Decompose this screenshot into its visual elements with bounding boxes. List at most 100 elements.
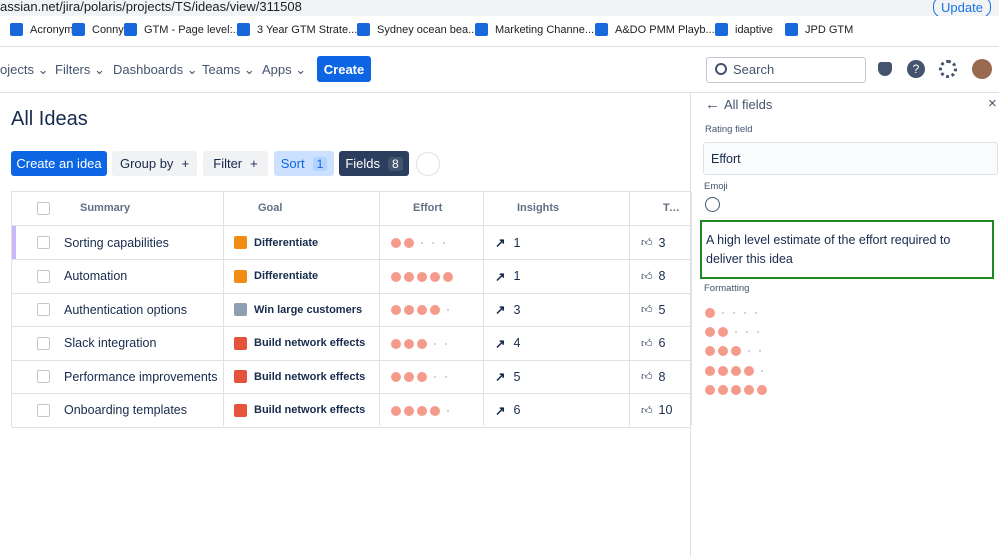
checkbox[interactable] [37, 403, 50, 417]
rating-dot [718, 346, 728, 357]
nav-item[interactable]: Dashboards ⌄ [113, 62, 198, 77]
rating-dot [417, 372, 427, 383]
help[interactable]: ? [907, 60, 925, 78]
insights-cell: ↗ 4 [495, 327, 520, 360]
group-by-label: Group by [119, 156, 174, 171]
rating [391, 403, 454, 417]
goal-label: Build network effects [254, 337, 366, 349]
sort[interactable]: Sort 1 [274, 151, 334, 176]
rating-dot [417, 305, 427, 316]
group-by[interactable]: Group by + [112, 151, 197, 176]
insights-count: 5 [513, 369, 521, 384]
auto-sort[interactable] [416, 152, 440, 176]
bookmark[interactable]: 3 Year GTM Strate... [237, 23, 357, 36]
bookmark-label: GTM - Page level:... [144, 23, 242, 36]
column-header[interactable]: Insights [517, 202, 560, 214]
rating-empty [759, 350, 761, 353]
summary[interactable]: Authentication options [64, 302, 188, 317]
goal[interactable]: Build network effects [234, 360, 365, 393]
rating-empty [761, 369, 763, 372]
effort-cell [391, 360, 452, 393]
nav-item[interactable]: Teams ⌄ [202, 62, 255, 77]
summary[interactable]: Automation [64, 269, 128, 283]
header-row [12, 192, 691, 226]
notifications[interactable] [878, 62, 892, 76]
team-count: 3 [658, 235, 666, 250]
goal[interactable]: Differentiate [234, 226, 318, 259]
field-panel: All fields ← × Rating field Effort Emoji… [690, 92, 999, 557]
summary[interactable]: Onboarding templates [64, 403, 187, 417]
rating-dot [417, 338, 427, 349]
thumb-icon: 👍︎ [641, 237, 653, 249]
insights-count: 4 [513, 336, 521, 350]
insights-cell: ↗ 3 [495, 293, 520, 326]
nav-item[interactable]: Filters ⌄ [55, 62, 105, 77]
goal[interactable]: Win large customers [234, 293, 362, 326]
thumb-icon: 👍︎ [641, 337, 653, 350]
back-link[interactable]: All fields [724, 97, 773, 112]
address-bar [0, 0, 999, 16]
rating [705, 343, 766, 361]
rating-dot [718, 365, 728, 376]
rating [391, 236, 450, 250]
field-description[interactable]: A high level estimate of the effort requ… [700, 220, 994, 279]
bookmark[interactable]: GTM - Page level:... [124, 23, 242, 36]
rating-empty [757, 331, 759, 334]
nav-item[interactable]: Apps ⌄ [262, 62, 307, 77]
create-button[interactable]: Create [317, 56, 371, 82]
rating-dot [391, 372, 401, 383]
checkbox[interactable] [37, 370, 50, 383]
goal[interactable]: Build network effects [234, 394, 365, 427]
bookmark[interactable]: Acronyms [10, 23, 79, 36]
bookmark[interactable]: Sydney ocean bea... [357, 23, 477, 36]
rating-dot [391, 305, 401, 316]
bookmark[interactable]: idaptive [715, 23, 773, 36]
rating-dot [744, 365, 754, 376]
checkbox[interactable] [37, 269, 50, 283]
sort-label: Sort [280, 156, 305, 171]
back-arrow[interactable]: ← [705, 96, 720, 113]
team-count: 8 [658, 369, 666, 384]
rating-empty [447, 309, 449, 312]
filter[interactable]: Filter + [203, 151, 268, 176]
goal[interactable]: Differentiate [234, 260, 318, 293]
url[interactable]: assian.net/jira/polaris/projects/TS/idea… [0, 0, 302, 14]
summary[interactable]: Performance improvements [64, 369, 218, 384]
nav-item[interactable]: ojects ⌄ [0, 62, 49, 77]
close[interactable]: × [988, 95, 997, 112]
summary[interactable]: Sorting capabilities [64, 235, 169, 250]
field-name-input[interactable]: Effort [703, 142, 998, 175]
rating-dot [718, 327, 728, 338]
create-idea[interactable]: Create an idea [11, 151, 107, 176]
checkbox[interactable] [37, 336, 50, 350]
settings[interactable] [939, 60, 957, 78]
insights-count: 3 [513, 302, 521, 317]
team-cell: 👍︎ 8 [641, 260, 665, 293]
summary[interactable]: Slack integration [64, 336, 157, 350]
bookmark[interactable]: Conny [72, 23, 124, 36]
checkbox[interactable] [37, 202, 50, 215]
rating-empty [722, 311, 724, 314]
column-header[interactable]: Effort [413, 202, 443, 214]
rating-dot [430, 405, 440, 416]
bookmark[interactable]: Marketing Channe... [475, 23, 594, 36]
bookmark-label: 3 Year GTM Strate... [257, 23, 358, 36]
thumb-icon: 👍︎ [641, 270, 653, 283]
column-header[interactable]: Summary [80, 202, 131, 214]
checkbox[interactable] [37, 236, 50, 249]
column-header[interactable]: Goal [258, 202, 283, 214]
bookmark-label: Conny [92, 23, 124, 36]
nav-bar: ojects ⌄ Filters ⌄ Dashboards ⌄ Teams ⌄ Apps… [0, 47, 999, 93]
checkbox[interactable] [37, 303, 50, 316]
goal[interactable]: Build network effects [234, 327, 365, 360]
bookmark[interactable]: JPD GTM [785, 23, 853, 36]
fields[interactable]: Fields 8 [339, 151, 409, 176]
bookmark[interactable]: A&DO PMM Playb... [595, 23, 715, 36]
bookmark-label: Marketing Channe... [495, 23, 595, 36]
insights-icon: ↗ [495, 303, 506, 317]
avatar[interactable] [972, 59, 992, 79]
search-box[interactable]: Search [706, 57, 866, 83]
emoji-picker[interactable] [705, 197, 720, 212]
column-header[interactable]: Team [663, 202, 685, 214]
insights-icon: ↗ [495, 336, 506, 351]
